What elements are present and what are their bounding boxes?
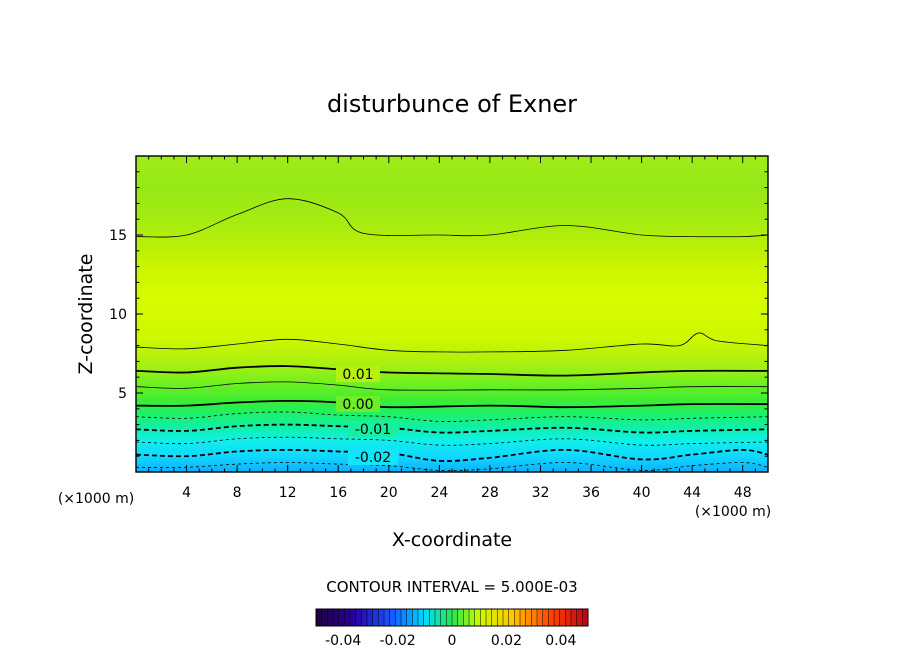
colorbar-cell [497, 609, 504, 626]
contour-label-minus-0.01: -0.01 [355, 422, 391, 438]
colorbar-cell [542, 609, 549, 626]
contour-line--0.015 [136, 436, 768, 446]
field-fill [136, 156, 768, 472]
colorbar-cell [520, 609, 526, 626]
chart-title: disturbunce of Exner [327, 90, 577, 118]
y-axis-label: Z-coordinate [75, 254, 97, 375]
contour-line--0.01 [136, 423, 768, 434]
y-tick-label: 5 [118, 386, 127, 402]
y-tick-label: 10 [109, 307, 127, 323]
colorbar-tick-label: -0.04 [325, 633, 361, 649]
contour-labels: 0.01 0.00 -0.01 -0.02 [336, 366, 398, 466]
colorbar-cell [463, 609, 470, 626]
colorbar-cell [412, 609, 419, 626]
colorbar-cell [491, 609, 498, 626]
x-tick-label: 4 [182, 485, 191, 501]
x-tick-label: 24 [430, 485, 448, 501]
colorbar-cell [389, 609, 396, 626]
colorbar-cell [446, 609, 453, 626]
contour-line--0.005 [136, 411, 768, 422]
colorbar-cell [486, 609, 492, 626]
colorbar-cell [355, 609, 362, 626]
colorbar-cell [333, 609, 339, 626]
contour-interval-text: CONTOUR INTERVAL = 5.000E-03 [326, 578, 577, 596]
axis-ticks [136, 156, 768, 472]
colorbar-cell [452, 609, 458, 626]
contour-line-0.005 [136, 381, 768, 391]
colorbar-cell [429, 609, 436, 626]
x-tick-label: 12 [279, 485, 297, 501]
colorbar-tick-label: 0 [448, 633, 457, 649]
y-tick-label: 15 [109, 228, 127, 244]
x-tick-label: 20 [380, 485, 398, 501]
colorbar-cell [559, 609, 566, 626]
colorbar-tick-labels: -0.04 -0.02 0 0.02 0.04 [325, 633, 576, 649]
colorbar-cell [316, 609, 322, 626]
colorbar-cell [395, 609, 402, 626]
colorbar-cell [435, 609, 441, 626]
colorbar-cell [344, 609, 351, 626]
colorbar-cell [367, 609, 373, 626]
colorbar-cell [565, 609, 572, 626]
colorbar-cell [571, 609, 577, 626]
contour-lines [136, 198, 768, 471]
x-axis-unit-label: (×1000 m) [695, 504, 771, 520]
colorbar-frame [315, 608, 589, 627]
colorbar-tick-label: 0.04 [545, 633, 576, 649]
x-origin-unit-label: (×1000 m) [58, 491, 134, 507]
contour-line-0.02 [136, 198, 768, 238]
colorbar-tick-label: -0.02 [379, 633, 415, 649]
colorbar-cell [338, 609, 345, 626]
x-tick-label: 8 [233, 485, 242, 501]
colorbar-cell [401, 609, 407, 626]
colorbar-cell [372, 609, 379, 626]
x-tick-label: 40 [633, 485, 651, 501]
colorbar-cell [457, 609, 464, 626]
colorbar-tick-label: 0.02 [491, 633, 522, 649]
colorbar-cell [554, 609, 560, 626]
x-tick-label: 16 [329, 485, 347, 501]
x-tick-label: 44 [683, 485, 701, 501]
x-axis-label: X-coordinate [392, 529, 512, 551]
contour-line--0.02 [136, 448, 768, 462]
colorbar-cell [525, 609, 532, 626]
colorbar-cell [406, 609, 413, 626]
colorbar-cell [378, 609, 385, 626]
plot-area: 0.01 0.00 -0.01 -0.02 [135, 155, 769, 473]
x-tick-label: 28 [481, 485, 499, 501]
colorbar-cell [576, 609, 583, 626]
contour-line-0.01 [136, 365, 768, 377]
x-tick-label: 48 [734, 485, 752, 501]
x-tick-label: 32 [532, 485, 550, 501]
contour-line-0.015 [136, 332, 768, 353]
colorbar-cell [474, 609, 481, 626]
colorbar-cell [327, 609, 334, 626]
colorbar-cell [537, 609, 543, 626]
colorbar-cell [469, 609, 475, 626]
colorbar: -0.04 -0.02 0 0.02 0.04 [315, 608, 589, 649]
contour-line-0 [136, 399, 768, 409]
colorbar-cell [440, 609, 447, 626]
x-tick-labels: 4 8 12 16 20 24 28 32 36 40 44 48 [182, 485, 752, 501]
x-tick-label: 36 [582, 485, 600, 501]
colorbar-cell [582, 609, 589, 626]
colorbar-cell [361, 609, 368, 626]
colorbar-cell [531, 609, 538, 626]
colorbar-cell [508, 609, 515, 626]
contour-label-0.01: 0.01 [342, 367, 373, 383]
colorbar-cell [423, 609, 430, 626]
colorbar-cell [548, 609, 555, 626]
colorbar-cell [418, 609, 424, 626]
colorbar-cell [514, 609, 521, 626]
contour-label-minus-0.02: -0.02 [355, 450, 391, 466]
colorbar-cell [503, 609, 509, 626]
colorbar-cell [384, 609, 390, 626]
contour-label-0.00: 0.00 [342, 397, 373, 413]
colorbar-cell [350, 609, 356, 626]
colorbar-cell [480, 609, 487, 626]
y-tick-labels: 5 10 15 [109, 228, 127, 402]
colorbar-cell [321, 609, 328, 626]
